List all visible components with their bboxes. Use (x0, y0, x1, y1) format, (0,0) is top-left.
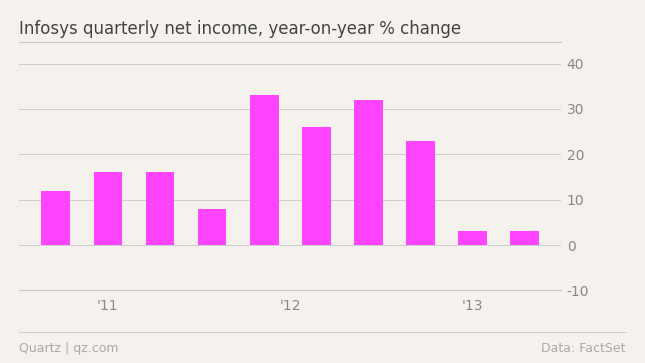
Bar (510, 232, 539, 245)
Bar (302, 127, 331, 245)
Bar (406, 140, 435, 245)
Bar (354, 100, 382, 245)
Bar (94, 172, 123, 245)
Text: Infosys quarterly net income, year-on-year % change: Infosys quarterly net income, year-on-ye… (19, 20, 461, 38)
Text: '12: '12 (279, 299, 301, 314)
Bar (146, 172, 174, 245)
Text: '13: '13 (462, 299, 483, 314)
Text: Data: FactSet: Data: FactSet (541, 342, 626, 355)
Bar (41, 191, 70, 245)
Text: '11: '11 (97, 299, 119, 314)
Bar (198, 209, 226, 245)
Bar (250, 95, 279, 245)
Bar (458, 232, 487, 245)
Text: Quartz | qz.com: Quartz | qz.com (19, 342, 119, 355)
